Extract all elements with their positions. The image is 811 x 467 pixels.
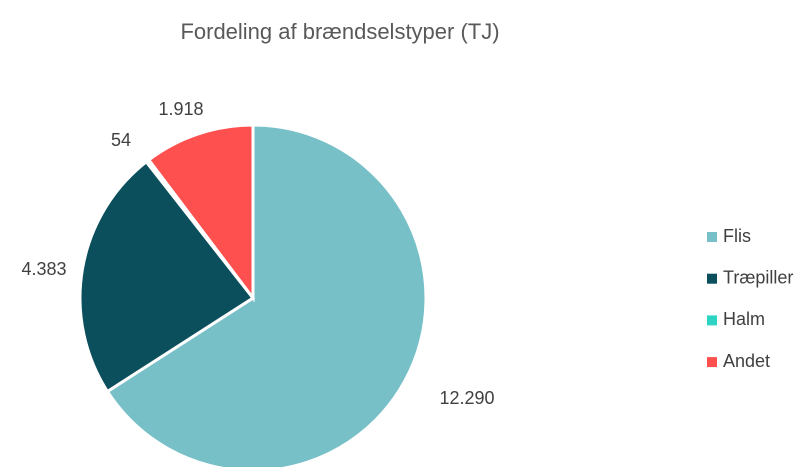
pie-slice: [78, 159, 256, 394]
data-label: 12.290: [439, 388, 494, 408]
legend-swatch: [707, 357, 717, 368]
data-label: 54: [111, 130, 131, 150]
pie-slice: [146, 123, 255, 303]
chart-title: Fordeling af brændselstyper (TJ): [180, 19, 499, 44]
data-label: 1.918: [158, 99, 203, 119]
legend-label: Flis: [723, 226, 751, 246]
legend-swatch: [707, 273, 717, 284]
legend-label: Halm: [723, 309, 765, 329]
legend-swatch: [707, 232, 717, 242]
legend-swatch: [707, 315, 717, 326]
data-label: 4.383: [21, 259, 66, 279]
pie-slice: [105, 123, 428, 467]
legend-label: Træpiller: [723, 267, 793, 287]
legend-label: Andet: [723, 351, 770, 371]
